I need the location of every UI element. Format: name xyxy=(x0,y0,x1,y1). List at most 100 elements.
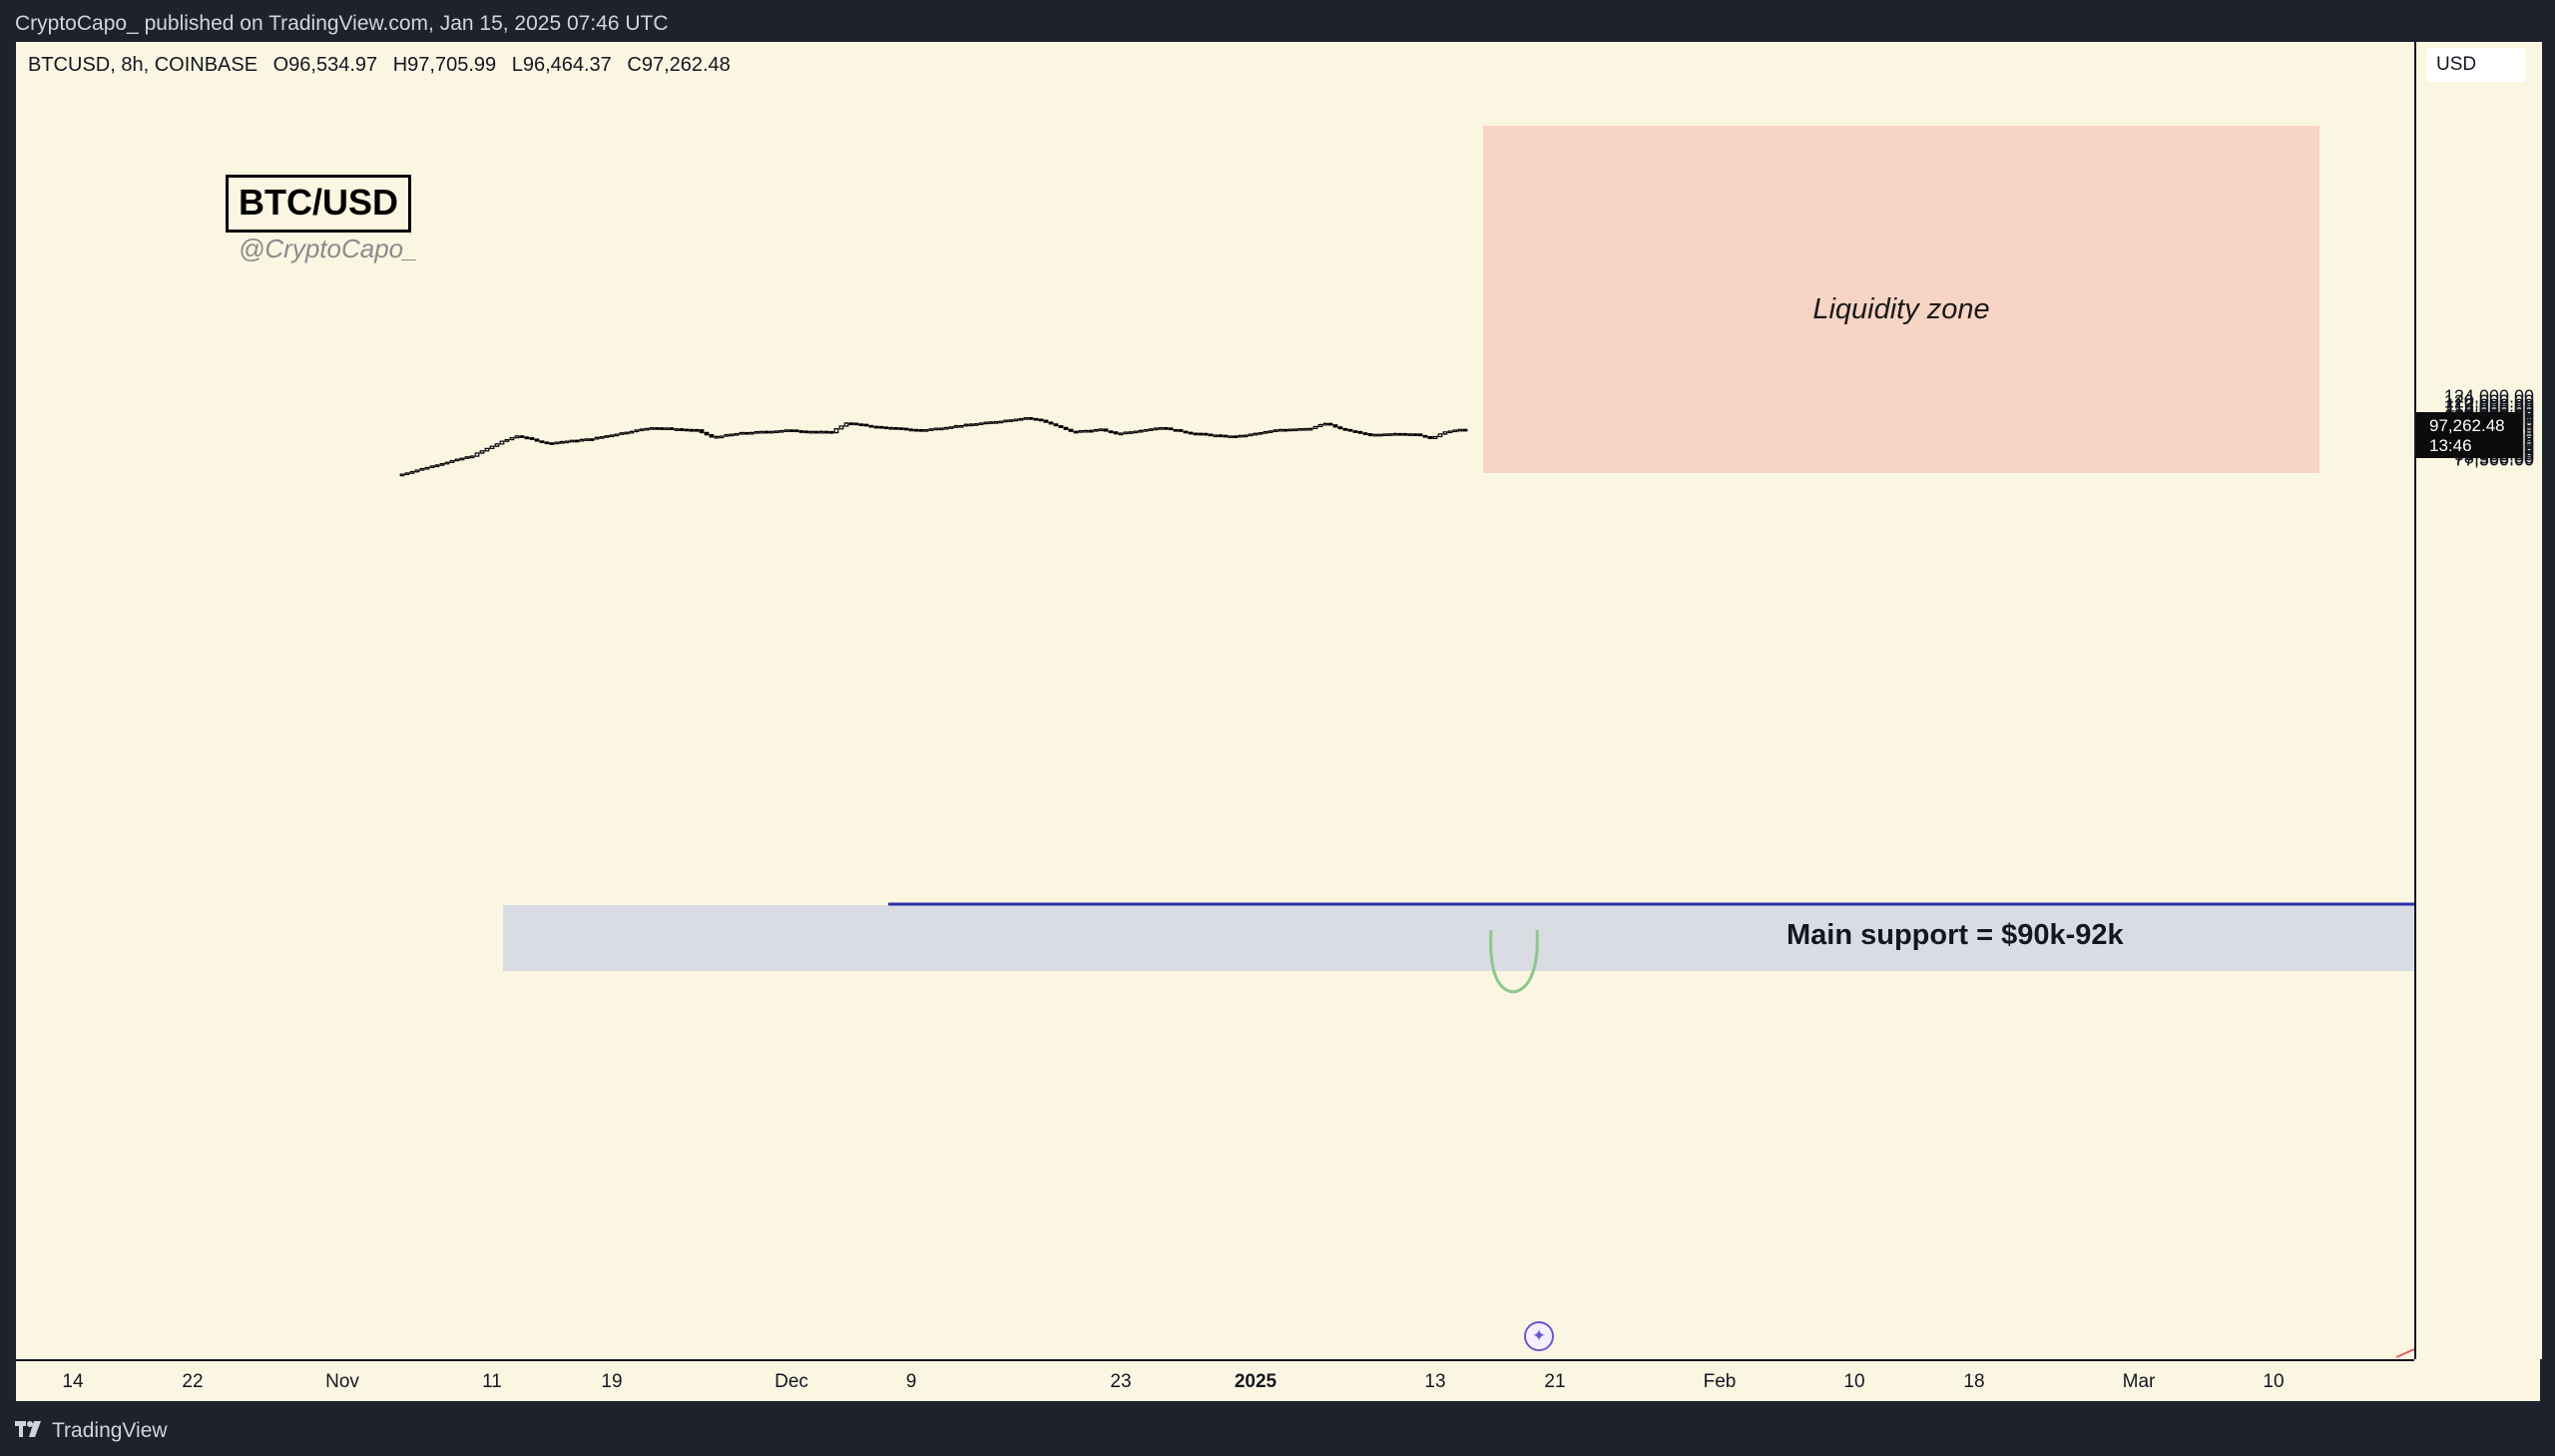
time-tick: 13 xyxy=(1424,1371,1446,1392)
candle-body xyxy=(1108,430,1114,434)
candle-body xyxy=(843,422,849,427)
time-tick: Dec xyxy=(774,1371,808,1392)
candle-body xyxy=(439,463,445,466)
candle-body xyxy=(858,423,864,427)
candle-body xyxy=(1258,431,1264,435)
ohlc-open: O96,534.97 xyxy=(272,54,378,76)
time-tick: Mar xyxy=(2122,1371,2156,1392)
candle-body xyxy=(1377,433,1383,437)
candle-body xyxy=(1038,418,1044,422)
candle-body xyxy=(768,430,774,434)
candle-body xyxy=(1128,431,1134,434)
candle-body xyxy=(923,429,929,432)
candle-body xyxy=(649,427,655,430)
candle-body xyxy=(1003,419,1009,423)
candle-body xyxy=(1083,429,1089,433)
time-tick: 10 xyxy=(1843,1371,1865,1392)
time-tick: Nov xyxy=(325,1371,359,1392)
candle-body xyxy=(1297,427,1303,431)
candle-body xyxy=(699,429,705,434)
ohlc-close: C97,262.48 xyxy=(627,54,731,76)
candle-body xyxy=(1417,433,1423,437)
candle-body xyxy=(938,427,944,431)
candle-body xyxy=(754,430,760,434)
candle-body xyxy=(1058,425,1064,428)
time-tick: 10 xyxy=(2263,1371,2285,1392)
candle-body xyxy=(1118,432,1124,436)
time-tick: 19 xyxy=(601,1371,623,1392)
candle-body xyxy=(1342,427,1348,431)
tradingview-logo-icon[interactable] xyxy=(15,1419,45,1443)
candle-body xyxy=(709,434,715,438)
candle-body xyxy=(604,435,610,438)
symbol-name[interactable]: BTCUSD, 8h, COINBASE xyxy=(28,54,258,76)
candle-body xyxy=(1337,426,1343,430)
currency-selector[interactable]: USD xyxy=(2426,48,2526,82)
candle-body xyxy=(933,427,939,431)
candle-body xyxy=(409,471,415,474)
candle-body xyxy=(609,434,615,438)
time-axis[interactable]: 14 22 Nov 11 19 Dec 9 23 2025 13 21 Feb 10 18 Mar 10 xyxy=(16,1359,2414,1403)
candle-body xyxy=(634,429,640,432)
candle-body xyxy=(584,438,590,441)
candle-body xyxy=(1163,427,1169,430)
liquidity-zone: Liquidity zone xyxy=(1483,126,2319,473)
candle-body xyxy=(1008,419,1014,422)
candle-body xyxy=(689,428,695,432)
candle-body xyxy=(499,440,505,445)
chart-plot-area[interactable]: Liquidity zone BTCUSD, 8h, COINBASE O96,… xyxy=(16,42,2414,1359)
candle-body xyxy=(823,430,829,434)
candle-body xyxy=(833,428,839,434)
candle-body xyxy=(564,440,570,444)
candle-body xyxy=(669,427,675,431)
candle-body xyxy=(714,435,720,439)
tradingview-brand[interactable]: TradingView xyxy=(52,1419,168,1442)
candle-body xyxy=(1402,432,1408,436)
candle-body xyxy=(1013,418,1019,422)
candle-body xyxy=(599,436,605,439)
candle-body xyxy=(998,420,1004,424)
candle-body xyxy=(818,430,824,434)
candle-body xyxy=(749,431,755,435)
candle-body xyxy=(559,440,565,444)
candle-body xyxy=(1248,433,1254,437)
candle-body xyxy=(1103,428,1109,432)
candle-body xyxy=(1088,429,1094,433)
candle-body xyxy=(1357,430,1363,434)
candle-body xyxy=(798,430,804,433)
candle-body xyxy=(1282,428,1288,432)
candle-body xyxy=(883,426,889,430)
candle-body xyxy=(739,431,745,435)
candle-body xyxy=(524,436,530,440)
candle-body xyxy=(474,452,480,457)
price-axis[interactable]: USD 124,000.00 120,000.00 116,000.00 114,00… xyxy=(2414,42,2542,1359)
candle-body xyxy=(788,429,794,432)
candle-body xyxy=(1243,434,1249,438)
candle-body xyxy=(1123,431,1129,435)
candle-body xyxy=(1387,433,1393,436)
candle-body xyxy=(793,429,799,433)
candle-body xyxy=(803,430,809,434)
chart-frame: Liquidity zone BTCUSD, 8h, COINBASE O96,… xyxy=(16,42,2542,1403)
candle-body xyxy=(659,427,665,430)
candle-body xyxy=(1133,430,1139,434)
candle-body xyxy=(719,435,725,439)
candle-body xyxy=(529,437,535,440)
candle-body xyxy=(664,427,670,431)
time-tick: 11 xyxy=(482,1371,502,1392)
candle-body xyxy=(983,421,989,425)
candle-body xyxy=(1023,417,1029,420)
candle-body xyxy=(519,435,525,439)
candle-body xyxy=(1273,429,1278,433)
event-marker-icon[interactable]: ✦ xyxy=(1524,1321,1554,1351)
time-tick: 9 xyxy=(905,1371,917,1392)
candle-body xyxy=(1213,434,1219,438)
candle-body xyxy=(464,456,470,459)
footer-bar: TradingView xyxy=(0,1401,2555,1456)
candle-body xyxy=(629,430,635,434)
candle-body xyxy=(1312,425,1318,429)
candle-body xyxy=(1263,430,1269,434)
candle-body xyxy=(1208,433,1214,437)
candle-body xyxy=(484,447,490,452)
candle-body xyxy=(1457,428,1463,432)
